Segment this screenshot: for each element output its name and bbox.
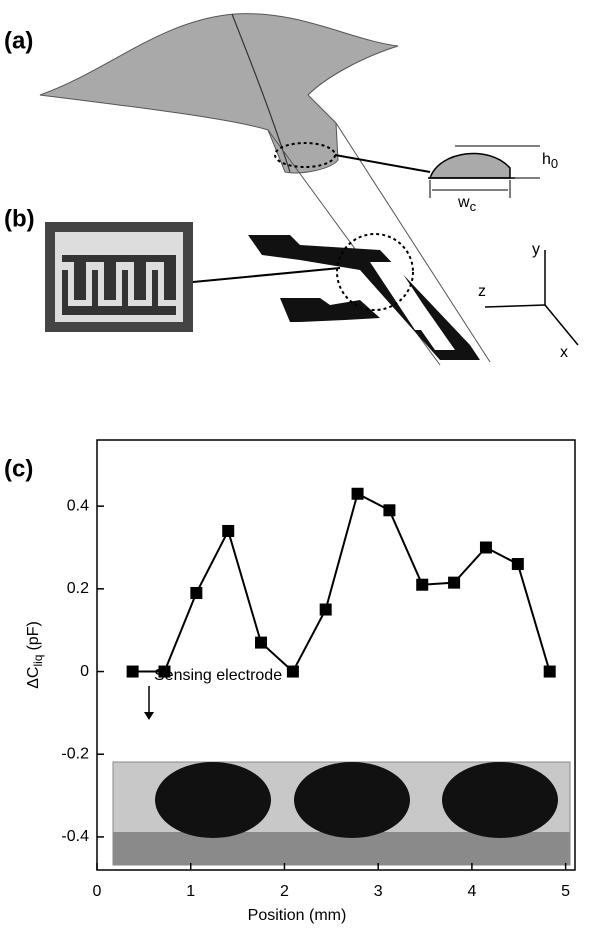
data-line	[133, 494, 550, 672]
axis-label: x	[560, 344, 568, 361]
figure: (a) h0 wc (b) y z x (c) Sensing electrod…	[0, 0, 595, 930]
photo-inset	[113, 762, 570, 865]
y-tick-label: 0	[80, 663, 89, 680]
cross-section	[430, 153, 510, 178]
data-point	[222, 525, 234, 537]
x-tick-label: 3	[374, 883, 383, 900]
droplet	[40, 14, 398, 173]
panel-label: (c)	[4, 455, 33, 482]
electrode-pad	[280, 298, 380, 322]
data-point	[320, 604, 332, 616]
y-tick-label: -0.4	[61, 828, 89, 845]
y-tick-label: 0.2	[67, 580, 89, 597]
x-tick-label: 0	[93, 883, 102, 900]
panel-label: (a)	[4, 27, 33, 54]
data-point	[448, 577, 460, 589]
droplet-photo	[294, 762, 410, 838]
x-tick-label: 4	[467, 883, 476, 900]
electrode-gap	[370, 262, 455, 350]
panel-label: (b)	[4, 205, 35, 232]
data-point	[352, 488, 364, 500]
axis-label: y	[532, 241, 540, 258]
y-tick-label: -0.2	[61, 745, 89, 762]
y-tick-label: 0.4	[67, 497, 89, 514]
axis-arrow	[485, 305, 545, 307]
leader-line	[193, 268, 340, 282]
arrow-head	[144, 712, 154, 720]
data-point	[480, 542, 492, 554]
axis-label: z	[478, 283, 486, 300]
data-point	[190, 587, 202, 599]
data-point	[255, 637, 267, 649]
data-point	[512, 558, 524, 570]
droplet-photo	[442, 762, 558, 838]
y-axis-label: ΔCliq(pF)	[25, 621, 45, 689]
leader-line	[335, 155, 430, 172]
data-point	[383, 504, 395, 516]
data-point	[544, 666, 556, 678]
x-tick-label: 2	[280, 883, 289, 900]
axis-arrow	[545, 305, 578, 345]
data-point	[158, 666, 170, 678]
x-tick-label: 5	[561, 883, 570, 900]
data-point	[287, 666, 299, 678]
x-tick-label: 1	[186, 883, 195, 900]
annotation: Sensing electrode	[154, 667, 282, 684]
height-label: h0	[542, 151, 558, 171]
x-axis-label: Position (mm)	[248, 907, 347, 924]
data-point	[416, 579, 428, 591]
data-point	[127, 666, 139, 678]
width-label: wc	[457, 194, 477, 214]
droplet-photo	[155, 762, 271, 838]
